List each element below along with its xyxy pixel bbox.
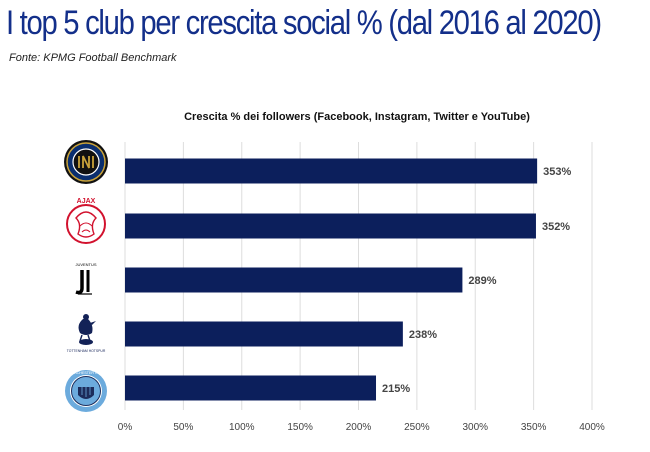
value-label: 352% bbox=[542, 221, 570, 233]
inter-logo-icon bbox=[64, 140, 108, 184]
bar bbox=[125, 375, 377, 401]
x-tick-label: 300% bbox=[462, 422, 488, 433]
juventus-wordmark: JUVENTUS bbox=[75, 262, 96, 267]
bar bbox=[125, 267, 463, 293]
x-tick-label: 400% bbox=[579, 422, 605, 433]
value-label: 215% bbox=[382, 383, 410, 395]
page-title: I top 5 club per crescita social % (dal … bbox=[6, 4, 602, 42]
tottenham-wordmark: TOTTENHAM HOTSPUR bbox=[67, 349, 106, 353]
bars-layer: 353% 352% 289% 238% 215% bbox=[125, 158, 571, 401]
x-tick-label: 50% bbox=[173, 422, 193, 433]
x-tick-label: 150% bbox=[287, 422, 313, 433]
ajax-wordmark: AJAX bbox=[77, 198, 96, 205]
bar bbox=[125, 321, 403, 347]
juventus-logo-icon: JUVENTUS bbox=[75, 262, 97, 295]
value-label: 353% bbox=[543, 166, 571, 178]
ajax-logo-icon: AJAX bbox=[66, 198, 106, 244]
source-note: Fonte: KPMG Football Benchmark bbox=[9, 52, 177, 64]
bar bbox=[125, 158, 538, 184]
x-tick-label: 350% bbox=[521, 422, 547, 433]
manchester-city-logo-icon: MANCHESTER CITY bbox=[65, 370, 107, 412]
x-tick-label: 100% bbox=[229, 422, 255, 433]
tick-labels: 0% 50% 100% 150% 200% 250% 300% 350% 400% bbox=[118, 422, 605, 433]
bar bbox=[125, 213, 536, 239]
x-tick-label: 250% bbox=[404, 422, 430, 433]
value-label: 238% bbox=[409, 329, 437, 341]
manchester-city-wordmark: MANCHESTER CITY bbox=[69, 371, 104, 375]
tottenham-logo-icon: TOTTENHAM HOTSPUR bbox=[67, 314, 106, 353]
x-tick-label: 200% bbox=[346, 422, 372, 433]
value-label: 289% bbox=[468, 275, 496, 287]
chart-title: Crescita % dei followers (Facebook, Inst… bbox=[184, 111, 530, 123]
x-tick-label: 0% bbox=[118, 422, 133, 433]
